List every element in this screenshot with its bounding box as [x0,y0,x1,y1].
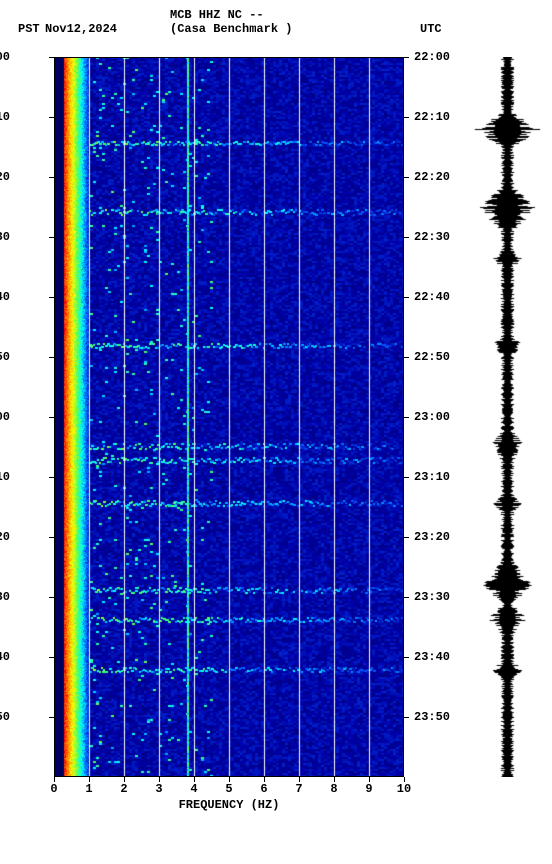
left-time-tick: 15:30 [0,590,10,604]
left-time-tick: 15:10 [0,470,10,484]
left-time-tick: 15:00 [0,410,10,424]
right-time-tick: 23:50 [414,710,450,724]
left-time-tick: 14:30 [0,230,10,244]
left-time-tick: 15:50 [0,710,10,724]
right-time-tick: 22:50 [414,350,450,364]
frequency-tick: 9 [365,782,372,796]
right-time-tick: 22:40 [414,290,450,304]
left-time-tick: 14:50 [0,350,10,364]
waveform-canvas [470,57,545,777]
waveform-plot [470,57,545,777]
right-time-tick: 23:10 [414,470,450,484]
right-time-tick: 23:30 [414,590,450,604]
spectrogram-canvas [54,57,404,777]
right-time-tick: 23:40 [414,650,450,664]
date-label: Nov12,2024 [45,22,117,36]
right-time-tick: 22:20 [414,170,450,184]
left-time-tick: 15:20 [0,530,10,544]
frequency-tick: 0 [50,782,57,796]
station-title: MCB HHZ NC -- [170,8,264,22]
right-time-tick: 22:30 [414,230,450,244]
frequency-tick: 3 [155,782,162,796]
frequency-tick: 10 [397,782,411,796]
left-time-tick: 14:20 [0,170,10,184]
frequency-tick: 6 [260,782,267,796]
frequency-tick: 7 [295,782,302,796]
frequency-tick: 5 [225,782,232,796]
left-time-tick: 15:40 [0,650,10,664]
left-time-tick: 14:00 [0,50,10,64]
left-time-tick: 14:40 [0,290,10,304]
station-subtitle: (Casa Benchmark ) [170,22,292,36]
right-time-tick: 22:10 [414,110,450,124]
left-timezone-label: PST [18,22,40,36]
frequency-tick: 4 [190,782,197,796]
frequency-tick: 1 [85,782,92,796]
right-timezone-label: UTC [420,22,442,36]
frequency-tick: 8 [330,782,337,796]
right-time-tick: 22:00 [414,50,450,64]
spectrogram-plot [54,57,404,777]
frequency-tick: 2 [120,782,127,796]
right-time-tick: 23:00 [414,410,450,424]
left-time-tick: 14:10 [0,110,10,124]
right-time-tick: 23:20 [414,530,450,544]
frequency-axis-label: FREQUENCY (HZ) [179,798,280,812]
